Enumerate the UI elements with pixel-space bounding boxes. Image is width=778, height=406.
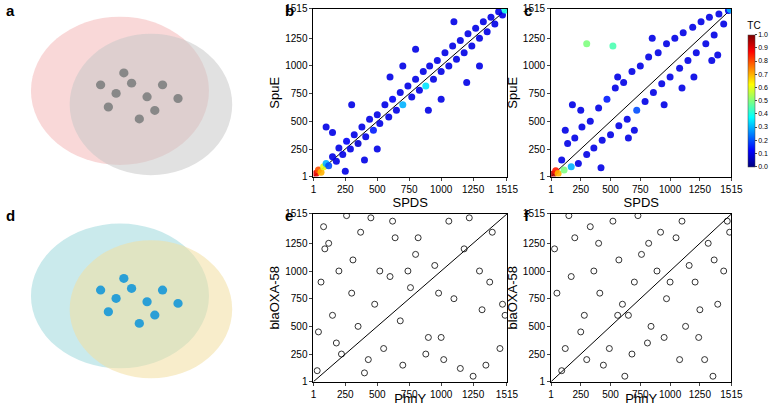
svg-text:1515: 1515 — [720, 184, 743, 195]
svg-text:1515: 1515 — [496, 184, 519, 195]
svg-text:750: 750 — [632, 389, 649, 400]
svg-text:250: 250 — [528, 144, 545, 155]
svg-text:1250: 1250 — [689, 389, 712, 400]
svg-text:SPDS: SPDS — [624, 195, 660, 210]
svg-text:1: 1 — [548, 184, 554, 195]
svg-text:0.9: 0.9 — [758, 44, 768, 51]
svg-text:0.8: 0.8 — [758, 57, 768, 64]
svg-text:b: b — [285, 2, 294, 19]
svg-text:250: 250 — [572, 184, 589, 195]
svg-text:500: 500 — [528, 321, 545, 332]
svg-text:SpuE: SpuE — [505, 77, 520, 109]
svg-text:1000: 1000 — [430, 389, 453, 400]
svg-text:1000: 1000 — [659, 389, 682, 400]
svg-text:500: 500 — [369, 184, 386, 195]
svg-text:1: 1 — [302, 376, 308, 387]
svg-text:250: 250 — [291, 144, 308, 155]
svg-text:250: 250 — [337, 184, 354, 195]
svg-text:500: 500 — [369, 389, 386, 400]
svg-text:c: c — [524, 2, 532, 19]
svg-text:250: 250 — [291, 349, 308, 360]
svg-text:0.7: 0.7 — [758, 71, 768, 78]
svg-text:PhnY: PhnY — [625, 391, 657, 406]
svg-text:e: e — [285, 207, 293, 224]
svg-text:250: 250 — [572, 389, 589, 400]
svg-text:0.4: 0.4 — [758, 110, 768, 117]
svg-text:1000: 1000 — [523, 60, 546, 71]
svg-text:blaOXA-58: blaOXA-58 — [267, 266, 282, 330]
svg-text:blaOXA-58: blaOXA-58 — [505, 266, 520, 330]
svg-text:1515: 1515 — [496, 389, 519, 400]
svg-text:1000: 1000 — [523, 266, 546, 277]
svg-text:750: 750 — [291, 88, 308, 99]
svg-text:1000: 1000 — [285, 266, 308, 277]
svg-text:1515: 1515 — [285, 3, 308, 14]
svg-text:1000: 1000 — [285, 60, 308, 71]
svg-text:1515: 1515 — [523, 3, 546, 14]
svg-text:SPDS: SPDS — [393, 195, 429, 210]
svg-text:1250: 1250 — [285, 33, 308, 44]
svg-text:750: 750 — [528, 88, 545, 99]
svg-text:1: 1 — [311, 389, 317, 400]
svg-text:750: 750 — [291, 293, 308, 304]
svg-text:1000: 1000 — [659, 184, 682, 195]
svg-text:750: 750 — [632, 184, 649, 195]
svg-text:TC: TC — [747, 20, 760, 31]
svg-text:0.5: 0.5 — [758, 97, 768, 104]
svg-text:PhnY: PhnY — [394, 391, 426, 406]
svg-text:500: 500 — [602, 184, 619, 195]
svg-text:1515: 1515 — [285, 208, 308, 219]
svg-text:1.0: 1.0 — [758, 31, 768, 38]
svg-text:1: 1 — [311, 184, 317, 195]
svg-text:500: 500 — [291, 116, 308, 127]
svg-text:500: 500 — [528, 116, 545, 127]
svg-text:0.6: 0.6 — [758, 84, 768, 91]
svg-text:d: d — [6, 207, 15, 224]
svg-text:1250: 1250 — [462, 389, 485, 400]
svg-text:1000: 1000 — [430, 184, 453, 195]
svg-text:1515: 1515 — [720, 389, 743, 400]
svg-text:750: 750 — [528, 293, 545, 304]
svg-text:250: 250 — [528, 349, 545, 360]
svg-text:750: 750 — [401, 389, 418, 400]
svg-text:1250: 1250 — [523, 238, 546, 249]
svg-text:0.1: 0.1 — [758, 150, 768, 157]
svg-text:0.3: 0.3 — [758, 123, 768, 130]
svg-text:1250: 1250 — [689, 184, 712, 195]
svg-text:1250: 1250 — [462, 184, 485, 195]
svg-text:750: 750 — [401, 184, 418, 195]
svg-text:1: 1 — [548, 389, 554, 400]
svg-text:1: 1 — [540, 171, 546, 182]
svg-text:500: 500 — [602, 389, 619, 400]
svg-text:1: 1 — [302, 171, 308, 182]
svg-text:0.0: 0.0 — [758, 163, 768, 170]
svg-text:1250: 1250 — [285, 238, 308, 249]
svg-text:1250: 1250 — [523, 33, 546, 44]
svg-text:250: 250 — [337, 389, 354, 400]
svg-text:0.2: 0.2 — [758, 137, 768, 144]
svg-text:a: a — [6, 2, 15, 19]
svg-text:SpuE: SpuE — [267, 77, 282, 109]
svg-text:1515: 1515 — [523, 208, 546, 219]
svg-text:1: 1 — [540, 376, 546, 387]
svg-text:500: 500 — [291, 321, 308, 332]
svg-text:f: f — [524, 207, 530, 224]
